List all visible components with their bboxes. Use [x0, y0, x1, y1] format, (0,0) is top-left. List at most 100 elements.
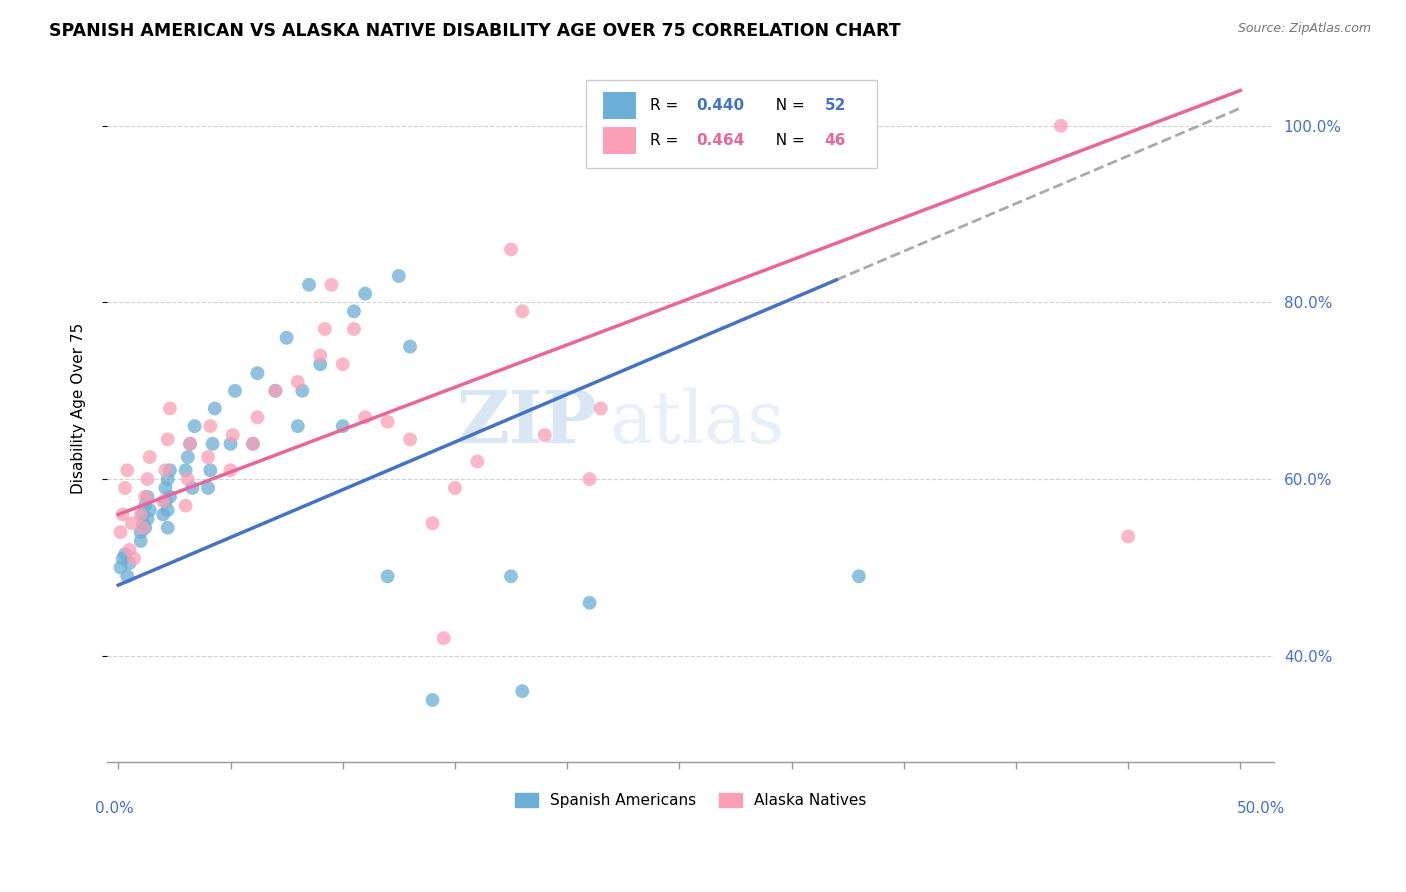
- Text: 50.0%: 50.0%: [1237, 801, 1285, 815]
- Point: [219, 437, 242, 451]
- Point: [129, 525, 152, 540]
- Point: [118, 542, 141, 557]
- Point: [433, 631, 456, 645]
- Point: [499, 243, 522, 257]
- Point: [242, 437, 264, 451]
- Point: [246, 366, 269, 380]
- Point: [343, 322, 366, 336]
- Text: SPANISH AMERICAN VS ALASKA NATIVE DISABILITY AGE OVER 75 CORRELATION CHART: SPANISH AMERICAN VS ALASKA NATIVE DISABI…: [49, 22, 901, 40]
- Text: 0.0%: 0.0%: [96, 801, 134, 815]
- Point: [197, 450, 219, 464]
- Point: [156, 503, 179, 517]
- Point: [155, 463, 177, 477]
- Point: [138, 503, 160, 517]
- Point: [177, 450, 200, 464]
- Point: [197, 481, 219, 495]
- Point: [152, 508, 174, 522]
- Point: [117, 463, 139, 477]
- Point: [222, 428, 245, 442]
- Point: [117, 569, 139, 583]
- Text: R =: R =: [650, 98, 683, 112]
- Point: [578, 596, 600, 610]
- Text: N =: N =: [766, 98, 810, 112]
- Point: [287, 419, 309, 434]
- Point: [174, 499, 197, 513]
- Text: N =: N =: [766, 133, 810, 148]
- Point: [354, 410, 377, 425]
- Point: [181, 481, 204, 495]
- Point: [179, 437, 201, 451]
- Point: [174, 463, 197, 477]
- Point: [399, 340, 422, 354]
- Point: [111, 508, 134, 522]
- Point: [132, 521, 155, 535]
- Point: [201, 437, 224, 451]
- Point: [200, 419, 222, 434]
- Point: [309, 349, 332, 363]
- Point: [499, 569, 522, 583]
- Point: [204, 401, 226, 416]
- Point: [219, 463, 242, 477]
- Point: [114, 481, 136, 495]
- Point: [114, 547, 136, 561]
- Point: [343, 304, 366, 318]
- Point: [159, 463, 181, 477]
- Point: [156, 472, 179, 486]
- Point: [177, 472, 200, 486]
- Point: [118, 556, 141, 570]
- Point: [138, 450, 160, 464]
- Point: [444, 481, 467, 495]
- Legend: Spanish Americans, Alaska Natives: Spanish Americans, Alaska Natives: [509, 787, 873, 814]
- Point: [129, 508, 152, 522]
- Point: [159, 490, 181, 504]
- Point: [200, 463, 222, 477]
- Point: [510, 304, 533, 318]
- Point: [156, 521, 179, 535]
- Point: [510, 684, 533, 698]
- Point: [1116, 530, 1139, 544]
- Text: 46: 46: [825, 133, 846, 148]
- Point: [132, 508, 155, 522]
- Text: Source: ZipAtlas.com: Source: ZipAtlas.com: [1237, 22, 1371, 36]
- Point: [156, 433, 179, 447]
- Point: [422, 693, 444, 707]
- Point: [121, 516, 143, 531]
- Text: R =: R =: [650, 133, 683, 148]
- Point: [159, 401, 181, 416]
- Point: [309, 357, 332, 371]
- Text: atlas: atlas: [609, 387, 785, 458]
- Point: [291, 384, 314, 398]
- Text: 52: 52: [825, 98, 846, 112]
- Point: [183, 419, 205, 434]
- Point: [467, 454, 489, 468]
- Point: [377, 415, 399, 429]
- FancyBboxPatch shape: [603, 128, 636, 154]
- Point: [134, 521, 156, 535]
- Point: [224, 384, 246, 398]
- FancyBboxPatch shape: [603, 92, 636, 119]
- Point: [321, 277, 343, 292]
- Point: [354, 286, 377, 301]
- Point: [242, 437, 264, 451]
- Point: [122, 551, 145, 566]
- Point: [155, 481, 177, 495]
- Point: [332, 419, 354, 434]
- Point: [110, 560, 132, 574]
- Point: [388, 268, 411, 283]
- FancyBboxPatch shape: [585, 80, 877, 169]
- Point: [110, 525, 132, 540]
- Point: [129, 533, 152, 548]
- Point: [179, 437, 201, 451]
- Point: [1050, 119, 1073, 133]
- Text: ZIP: ZIP: [457, 387, 598, 458]
- Point: [155, 494, 177, 508]
- Y-axis label: Disability Age Over 75: Disability Age Over 75: [72, 323, 86, 494]
- Point: [287, 375, 309, 389]
- Point: [134, 499, 156, 513]
- Point: [377, 569, 399, 583]
- Point: [314, 322, 336, 336]
- Text: 0.464: 0.464: [696, 133, 745, 148]
- Point: [589, 401, 612, 416]
- Point: [298, 277, 321, 292]
- Point: [136, 512, 159, 526]
